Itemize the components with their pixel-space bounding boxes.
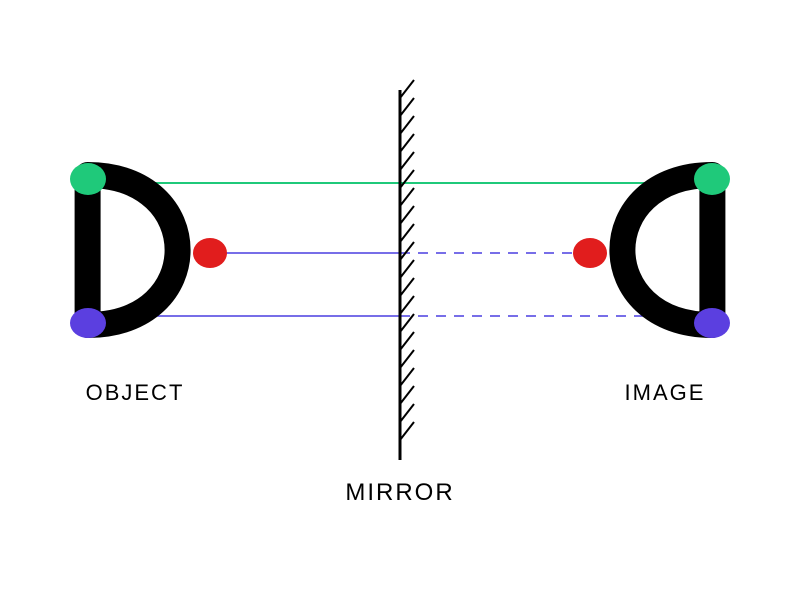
mirror-hatch — [400, 278, 414, 296]
mirror-hatch — [400, 260, 414, 278]
mirror-hatch — [400, 332, 414, 350]
image-point-green — [694, 163, 730, 195]
mirror-hatch — [400, 404, 414, 422]
mirror-hatch — [400, 242, 414, 260]
object-point-green — [70, 163, 106, 195]
mirror-hatch — [400, 80, 414, 98]
object-label: OBJECT — [86, 380, 185, 405]
mirror-hatch — [400, 350, 414, 368]
mirror-hatch — [400, 170, 414, 188]
mirror-hatch — [400, 368, 414, 386]
image-label: IMAGE — [625, 380, 706, 405]
mirror-label: MIRROR — [345, 479, 454, 506]
mirror-diagram: OBJECT IMAGE MIRROR — [0, 0, 800, 600]
object-d-shape — [88, 175, 178, 325]
image-d-shape — [622, 175, 712, 325]
mirror-hatch — [400, 296, 414, 314]
object-point-red — [193, 238, 227, 268]
mirror-hatch — [400, 134, 414, 152]
mirror-hatch — [400, 188, 414, 206]
mirror-hatch — [400, 116, 414, 134]
mirror-hatch — [400, 152, 414, 170]
mirror-hatch — [400, 224, 414, 242]
object-point-purple — [70, 308, 106, 338]
mirror-hatch — [400, 206, 414, 224]
mirror-hatch — [400, 422, 414, 440]
mirror-hatch — [400, 386, 414, 404]
mirror-hatch — [400, 98, 414, 116]
image-point-purple — [694, 308, 730, 338]
image-point-red — [573, 238, 607, 268]
